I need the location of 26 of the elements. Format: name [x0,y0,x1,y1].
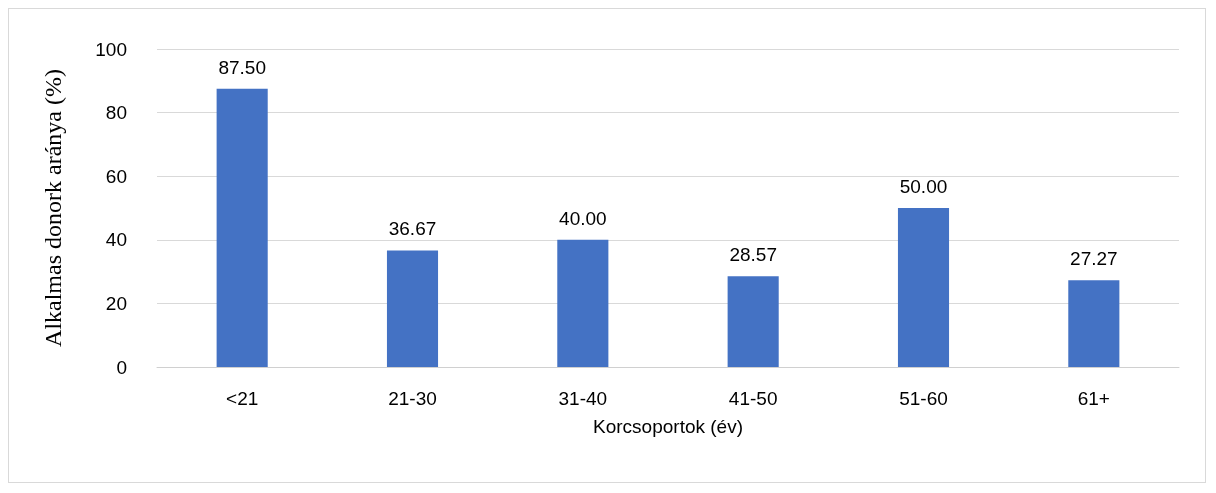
y-tick-label: 40 [105,229,127,251]
y-tick-label: 80 [105,102,127,124]
y-tick-label: 0 [116,356,127,378]
y-tick-label: 60 [105,165,127,187]
bar [557,239,609,367]
data-label: 28.57 [729,244,777,266]
x-tick-label: <21 [226,388,259,409]
bar [727,276,779,367]
x-tick-label: 31-40 [558,388,608,409]
bar [1068,280,1120,367]
x-tick-label: 61+ [1077,388,1110,409]
x-tick-label: 51-60 [899,388,948,409]
data-label: 87.50 [218,56,266,78]
y-tick-label: 100 [95,38,127,60]
bar [386,250,439,367]
y-axis-title: Alkalmas donork aránya (%) [40,69,66,347]
data-label: 36.67 [388,218,437,240]
x-axis-title: Korcsoportok (év) [593,416,743,437]
bar [216,88,268,367]
bar [897,208,950,367]
y-tick-label: 20 [105,292,127,314]
x-tick-label: 41-50 [728,388,778,409]
data-label: 27.27 [1070,248,1118,270]
data-label: 40.00 [559,207,607,229]
data-label: 50.00 [899,176,948,197]
x-tick-label: 21-30 [388,388,437,409]
